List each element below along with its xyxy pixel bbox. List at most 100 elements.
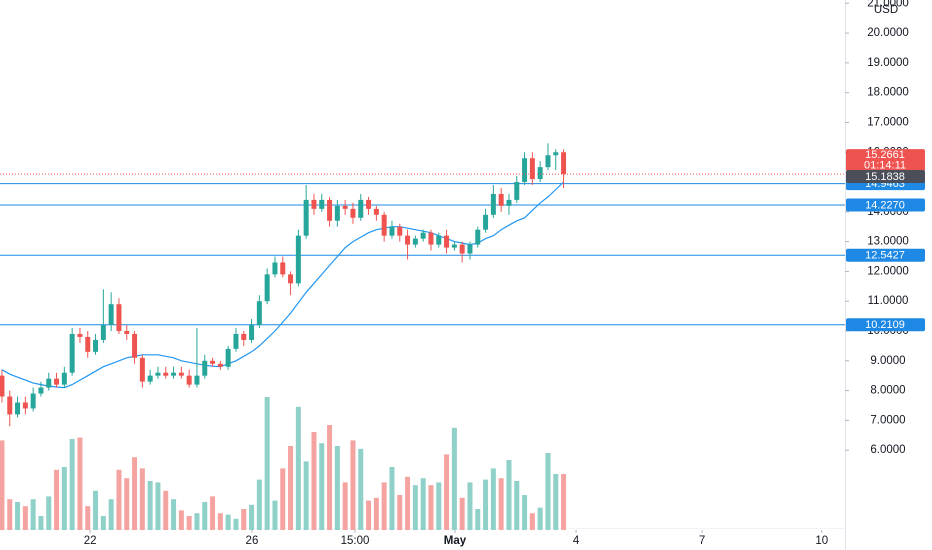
volume-bar bbox=[0, 440, 5, 530]
candle-body bbox=[327, 199, 333, 221]
y-tick-label: 12.0000 bbox=[867, 265, 909, 277]
countdown-label: 01:14:11 bbox=[864, 160, 906, 172]
volume-bar bbox=[264, 397, 270, 530]
y-tick-label: 20.0000 bbox=[867, 27, 909, 39]
volume-bar bbox=[350, 440, 356, 530]
volume-bar bbox=[22, 506, 28, 530]
volume-bar bbox=[288, 446, 294, 530]
volume-bar bbox=[139, 468, 145, 530]
volume-bar bbox=[373, 497, 379, 530]
candle-body bbox=[350, 208, 356, 218]
candle-body bbox=[498, 193, 504, 206]
candle-body bbox=[233, 333, 239, 349]
volume-bar bbox=[522, 495, 528, 530]
candle-body bbox=[124, 330, 130, 334]
volume-bar bbox=[405, 476, 411, 530]
candle-body bbox=[459, 244, 465, 254]
volume-bar bbox=[506, 460, 512, 530]
volume-bar bbox=[249, 504, 255, 530]
volume-bar bbox=[467, 482, 473, 530]
y-tick-label: 6.0000 bbox=[870, 444, 905, 456]
volume-bar bbox=[54, 469, 60, 530]
level-label-bg bbox=[846, 248, 925, 262]
candle-body bbox=[7, 396, 13, 415]
volume-bar bbox=[381, 482, 387, 530]
candle-body bbox=[444, 235, 450, 248]
y-tick-label: 13.0000 bbox=[867, 236, 909, 248]
volume-bar bbox=[15, 502, 21, 530]
volume-bar bbox=[428, 485, 434, 530]
candle-body bbox=[163, 372, 169, 376]
ma-marker-label-bg bbox=[846, 170, 925, 184]
candle-body bbox=[38, 387, 44, 394]
volume-bar bbox=[108, 499, 114, 530]
candle-body bbox=[132, 333, 138, 358]
candle-body bbox=[490, 193, 496, 215]
volume-bar bbox=[295, 406, 301, 530]
candle-body bbox=[186, 375, 192, 385]
candle-body bbox=[311, 199, 317, 209]
volume-bar bbox=[46, 496, 52, 530]
volume-bar bbox=[366, 500, 372, 530]
y-tick-label: 11.0000 bbox=[868, 295, 909, 307]
candle-body bbox=[194, 375, 200, 385]
volume-bar bbox=[155, 482, 161, 530]
y-tick-label: 17.0000 bbox=[867, 116, 909, 128]
candle-body bbox=[280, 262, 286, 275]
volume-bar bbox=[358, 448, 364, 530]
volume-bar bbox=[334, 446, 340, 530]
volume-bar bbox=[412, 485, 418, 530]
candle-body bbox=[397, 226, 403, 236]
x-tick-label: 4 bbox=[573, 535, 580, 547]
candle-body bbox=[529, 158, 535, 180]
level-label-bg bbox=[846, 318, 925, 332]
volume-bar bbox=[132, 457, 138, 530]
last-price-label-bg bbox=[846, 149, 925, 172]
candle-body bbox=[561, 152, 567, 175]
volume-bar bbox=[210, 496, 216, 530]
last-price-label: 15.2661 bbox=[865, 149, 905, 161]
volume-bar bbox=[171, 499, 177, 530]
candle-body bbox=[506, 199, 512, 206]
volume-bar bbox=[186, 516, 192, 530]
volume-bar bbox=[561, 474, 567, 530]
volume-bar bbox=[397, 495, 403, 530]
volume-bar bbox=[202, 502, 208, 530]
candle-body bbox=[373, 208, 379, 215]
volume-bar bbox=[537, 507, 543, 530]
candle-body bbox=[553, 152, 559, 156]
level-label: 14.2270 bbox=[865, 199, 905, 211]
candle-body bbox=[46, 378, 52, 388]
x-tick-label: 10 bbox=[815, 535, 828, 547]
candle-body bbox=[295, 235, 301, 284]
y-tick-label: 9.0000 bbox=[870, 355, 905, 367]
candle-body bbox=[522, 158, 528, 183]
candle-body bbox=[61, 372, 67, 385]
volume-bar bbox=[280, 468, 286, 530]
volume-bar bbox=[389, 467, 395, 530]
volume-bar bbox=[7, 499, 13, 530]
candle-body bbox=[428, 232, 434, 245]
candle-body bbox=[256, 301, 262, 326]
candle-body bbox=[264, 274, 270, 302]
candle-body bbox=[272, 262, 278, 275]
level-label: 12.5427 bbox=[865, 250, 905, 262]
volume-bar bbox=[311, 432, 317, 530]
candle-body bbox=[467, 244, 473, 254]
volume-bar bbox=[93, 490, 99, 530]
candle-body bbox=[249, 325, 255, 340]
volume-bar bbox=[319, 443, 325, 530]
volume-bar bbox=[38, 516, 44, 530]
candle-body bbox=[358, 199, 364, 218]
candle-body bbox=[241, 333, 247, 340]
candle-body bbox=[319, 199, 325, 209]
candle-body bbox=[139, 357, 145, 382]
candle-body bbox=[202, 360, 208, 376]
volume-bar bbox=[529, 513, 535, 530]
candle-body bbox=[288, 274, 294, 284]
volume-bar bbox=[459, 497, 465, 530]
candle-body bbox=[93, 339, 99, 352]
y-tick-label: 7.0000 bbox=[870, 414, 905, 426]
